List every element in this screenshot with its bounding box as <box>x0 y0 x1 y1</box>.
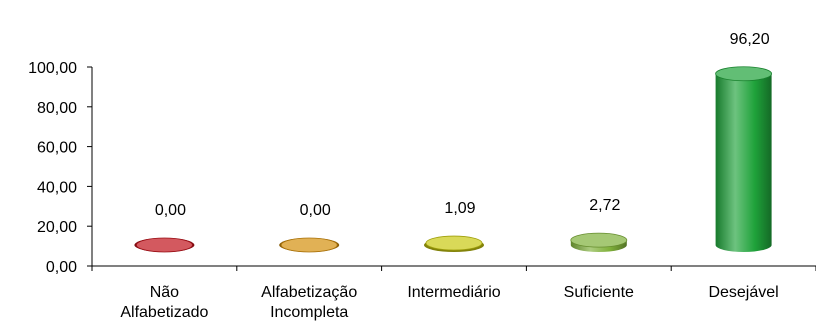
data-label: 96,20 <box>730 31 770 48</box>
x-axis-ticks: Não Alfabetizado Alfabetização Incompleta In… <box>91 266 816 321</box>
bar-top <box>425 235 483 251</box>
y-tick-label: 20,00 <box>37 219 77 236</box>
bar-top <box>715 66 772 82</box>
x-category-label: Suficiente <box>564 284 634 301</box>
x-category-label-line: Desejável <box>708 284 778 301</box>
bar <box>424 235 484 252</box>
bar-top <box>570 232 628 248</box>
bar <box>134 237 195 253</box>
x-category-label-line: Alfabetização <box>261 284 357 301</box>
data-label: 0,00 <box>300 202 331 219</box>
data-label: 1,09 <box>444 200 475 217</box>
x-category-label-line: Não <box>150 284 179 301</box>
x-category-label: Desejável <box>708 284 778 301</box>
data-label: 0,00 <box>155 202 186 219</box>
bar <box>570 232 628 252</box>
y-tick-label: 0,00 <box>46 259 77 276</box>
data-label: 2,72 <box>589 197 620 214</box>
axes <box>91 67 816 267</box>
bar-body <box>715 73 772 252</box>
bar-top <box>135 237 193 253</box>
y-tick-label: 80,00 <box>37 100 77 117</box>
y-axis-ticks: 0,00 20,00 40,00 60,00 80,00 100,00 <box>28 60 92 276</box>
y-tick-label: 100,00 <box>28 60 77 77</box>
bar <box>279 237 340 253</box>
x-category-label: Não Alfabetizado <box>120 284 208 321</box>
value-labels: 0,00 0,00 1,09 2,72 96,20 <box>155 31 770 219</box>
y-tick-label: 40,00 <box>37 179 77 196</box>
x-category-label: Alfabetização Incompleta <box>261 284 357 321</box>
bar-top <box>280 237 338 253</box>
x-category-label: Intermediário <box>407 284 500 301</box>
bar <box>715 66 772 252</box>
x-category-label-line: Alfabetizado <box>120 304 208 321</box>
x-category-label-line: Intermediário <box>407 284 500 301</box>
x-category-label-line: Incompleta <box>270 304 348 321</box>
x-category-label-line: Suficiente <box>564 284 634 301</box>
bars <box>134 66 772 253</box>
y-tick-label: 60,00 <box>37 140 77 157</box>
